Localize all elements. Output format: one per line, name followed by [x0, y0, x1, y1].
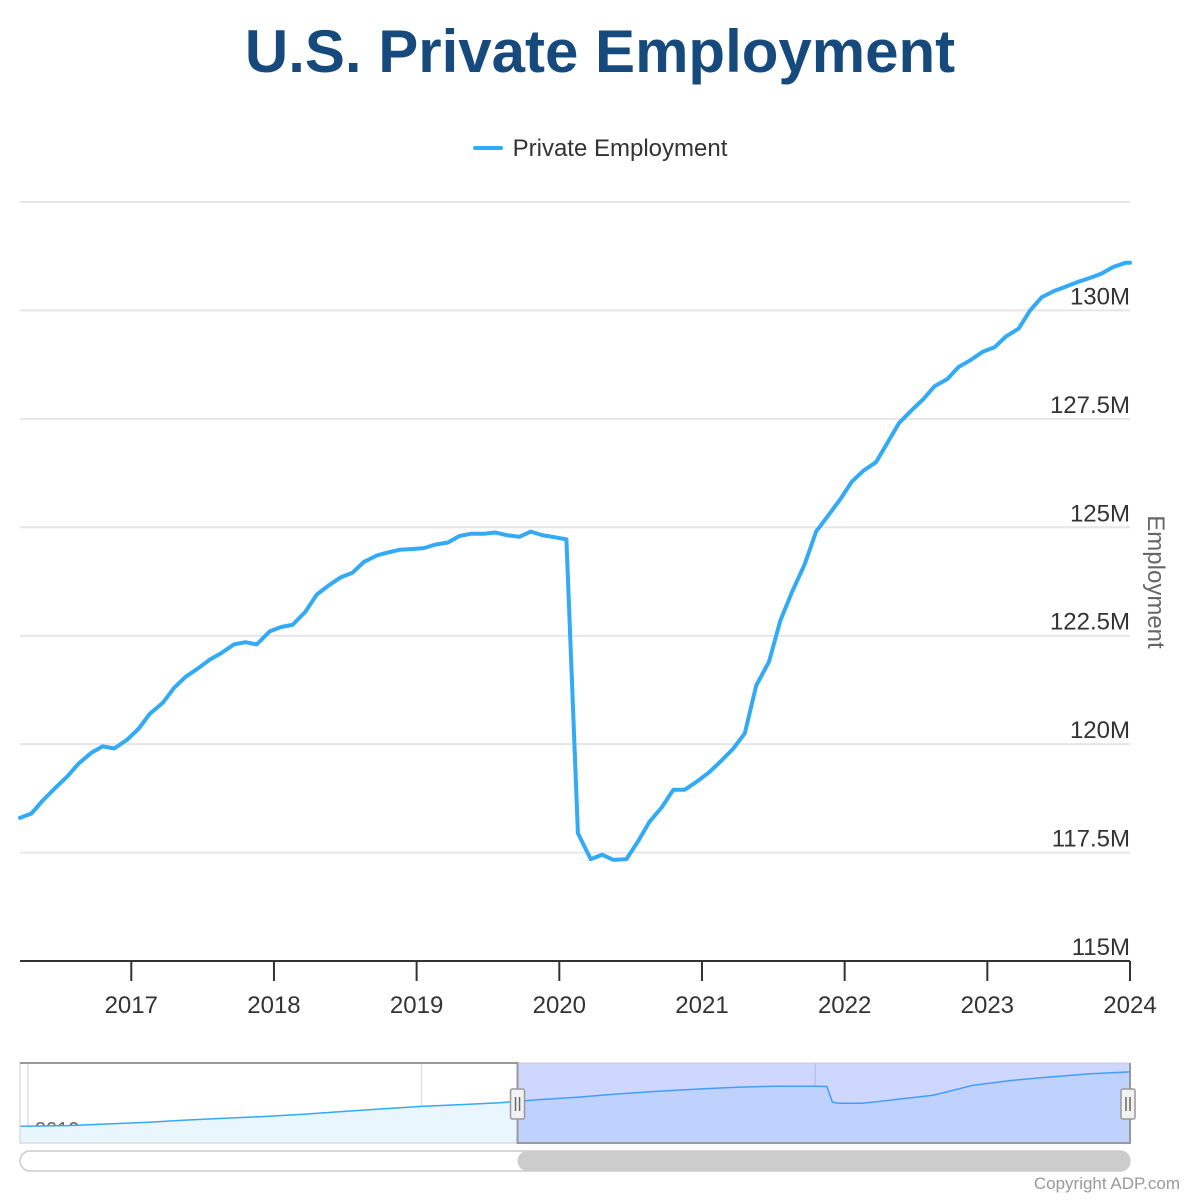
- y-tick-label: 122.5M: [1050, 609, 1130, 636]
- x-tick-label: 2019: [390, 992, 443, 1019]
- legend-label: Private Employment: [512, 135, 728, 162]
- navigator-series-line: [19, 1071, 1131, 1128]
- y-tick-label: 125M: [1070, 500, 1130, 527]
- x-tick-label: 2018: [247, 992, 300, 1019]
- copyright: Copyright ADP.com: [1033, 1174, 1180, 1193]
- y-tick-label: 120M: [1070, 717, 1130, 744]
- navigator-scrollbar[interactable]: [19, 1150, 1131, 1172]
- chart-title: U.S. Private Employment: [244, 18, 956, 85]
- x-tick-label: 2021: [675, 992, 728, 1019]
- legend-swatch: [472, 145, 503, 150]
- navigator-handle-right[interactable]: [1120, 1088, 1136, 1120]
- y-axis: 115M 117.5M 120M 122.5M 125M 127.5M 130M: [1050, 283, 1130, 961]
- y-tick-label: 117.5M: [1052, 826, 1130, 853]
- scrollbar-thumb: [517, 1151, 1130, 1171]
- navigator-selected-range[interactable]: [517, 1063, 1130, 1143]
- y-axis-title: Employment: [1142, 515, 1169, 649]
- series-line-private-employment[interactable]: [18, 260, 1132, 862]
- y-tick-label: 115M: [1072, 934, 1130, 961]
- x-tick-label: 2017: [105, 992, 158, 1019]
- plot-layer: [18, 260, 1132, 862]
- navigator-handle-left[interactable]: [509, 1088, 526, 1120]
- x-tick-label: 2022: [818, 992, 871, 1019]
- x-tick-label: 2023: [961, 992, 1014, 1019]
- navigator: 201020152020: [19, 1062, 1136, 1172]
- y-tick-label: 130M: [1070, 283, 1130, 310]
- x-tick-label: 2020: [533, 992, 586, 1019]
- y-tick-label: 127.5M: [1050, 392, 1130, 419]
- x-tick-label: 2024: [1103, 992, 1156, 1019]
- navigator-area: [20, 1071, 1130, 1143]
- legend[interactable]: Private Employment: [0, 132, 1200, 166]
- x-axis: 2017 2018 2019 2020 2021 2022 2023 2024: [20, 960, 1157, 1019]
